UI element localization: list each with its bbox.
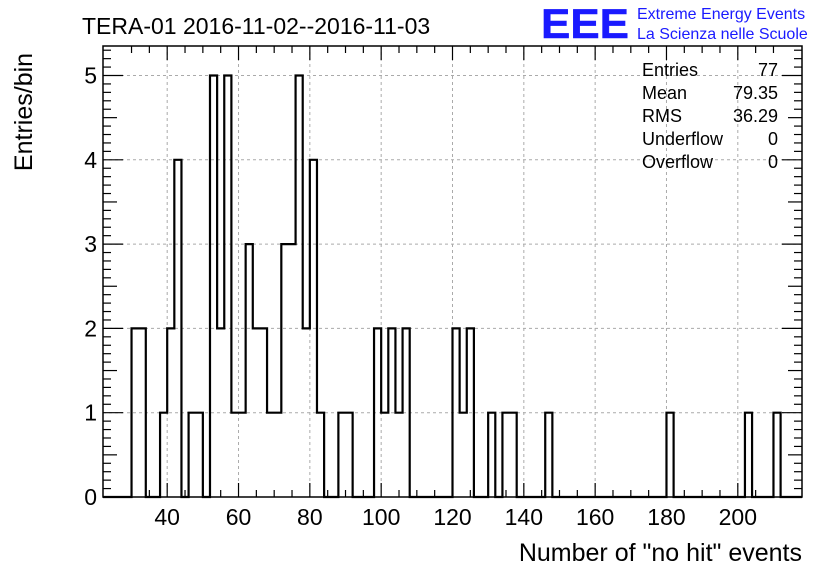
histogram-bin — [260, 328, 267, 497]
histogram-bin — [296, 76, 303, 497]
histogram-bin — [666, 413, 673, 497]
stats-label: Entries — [642, 60, 698, 80]
y-tick-label: 4 — [84, 147, 97, 173]
histogram-bin — [317, 413, 324, 497]
histogram-bin — [288, 244, 295, 497]
histogram-bin — [388, 328, 395, 497]
histogram-bin — [267, 413, 274, 497]
axis-tick-labels: 40 60 80 100 120 140 160 180 200 0 1 2 3 4 5 — [84, 63, 757, 530]
x-tick-label: 120 — [433, 504, 471, 530]
histogram-bin — [510, 413, 517, 497]
histogram-bin — [167, 328, 174, 497]
axis-ticks — [103, 46, 802, 498]
histogram-bin — [246, 244, 253, 497]
stats-label: Overflow — [642, 152, 714, 172]
histogram-bin — [773, 413, 780, 497]
x-tick-label: 40 — [154, 504, 180, 530]
eee-logo: EEE Extreme Energy Events La Scienza nel… — [541, 0, 808, 47]
histogram-bin — [189, 413, 196, 497]
chart-title: TERA-01 2016-11-02--2016-11-03 — [82, 13, 430, 39]
histogram-bin — [303, 328, 310, 497]
histogram-outline — [103, 74, 802, 499]
x-tick-label: 80 — [297, 504, 323, 530]
logo-line1: Extreme Energy Events — [637, 6, 805, 23]
x-tick-label: 160 — [576, 504, 614, 530]
y-tick-label: 1 — [84, 400, 97, 426]
histogram-bin — [132, 328, 139, 497]
stats-value: 0 — [768, 129, 778, 149]
stats-value: 36.29 — [733, 106, 778, 126]
histogram-bin — [217, 328, 224, 497]
logo-line2: La Scienza nelle Scuole — [637, 26, 808, 43]
histogram-bin — [395, 413, 402, 497]
histogram-bin — [160, 413, 167, 497]
stats-label: Mean — [642, 83, 687, 103]
histogram-bin — [274, 413, 281, 497]
y-axis-label: Entries/bin — [10, 53, 38, 171]
y-tick-label: 3 — [84, 231, 97, 257]
histogram-bin — [231, 413, 238, 497]
stats-value: 79.35 — [733, 83, 778, 103]
x-tick-label: 100 — [362, 504, 400, 530]
histogram-bin — [281, 244, 288, 497]
histogram-bin — [467, 328, 474, 497]
histogram-bin — [253, 328, 260, 497]
y-tick-label: 5 — [84, 63, 97, 89]
histogram-bin — [545, 413, 552, 497]
histogram-bin — [196, 413, 203, 497]
y-tick-label: 0 — [84, 484, 97, 510]
histogram-bin — [403, 328, 410, 497]
logo-mark: EEE — [541, 0, 629, 47]
x-tick-label: 60 — [226, 504, 252, 530]
histogram-bin — [488, 413, 495, 497]
histogram-bin — [174, 160, 181, 497]
histogram-bin — [310, 160, 317, 497]
histogram-bin — [338, 413, 345, 497]
x-tick-label: 140 — [505, 504, 543, 530]
stats-value: 0 — [768, 152, 778, 172]
histogram-bin — [745, 413, 752, 497]
histogram-bin — [346, 413, 353, 497]
x-tick-label: 200 — [719, 504, 757, 530]
histogram-bin — [453, 328, 460, 497]
x-tick-label: 180 — [647, 504, 685, 530]
histogram-bin — [374, 328, 381, 497]
histogram-bin — [381, 413, 388, 497]
histogram-bin — [210, 76, 217, 497]
histogram-bin — [239, 413, 246, 497]
histogram-bin — [502, 413, 509, 497]
x-axis-label: Number of "no hit" events — [519, 539, 802, 567]
stats-label: RMS — [642, 106, 682, 126]
histogram-bin — [460, 413, 467, 497]
stats-value: 77 — [758, 60, 778, 80]
stats-label: Underflow — [642, 129, 724, 149]
histogram-bin — [224, 76, 231, 497]
stats-box: Entries 77 Mean 79.35 RMS 36.29 Underflow 0 Over… — [642, 60, 778, 172]
y-tick-label: 2 — [84, 315, 97, 341]
histogram-bin — [139, 328, 146, 497]
histogram-bars — [103, 74, 802, 499]
